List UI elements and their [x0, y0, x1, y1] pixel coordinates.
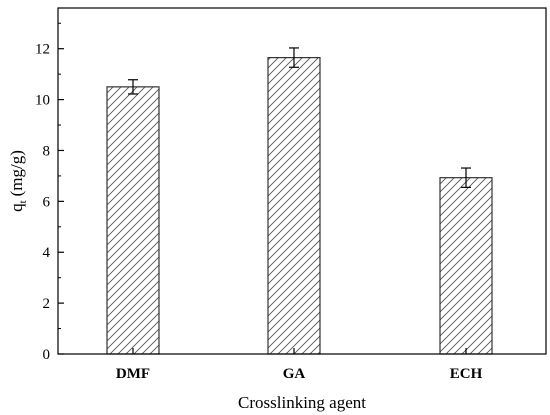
x-axis-title: Crosslinking agent	[238, 393, 366, 412]
x-tick-label-ech: ECH	[450, 366, 483, 382]
plot-frame	[57, 7, 547, 355]
bar-ech	[439, 177, 493, 355]
bar-ga	[267, 57, 321, 355]
x-ticks-group: DMF GA ECH	[116, 348, 483, 382]
y-axis-title-subscript: t	[17, 200, 29, 203]
y-axis-title-main: q	[7, 203, 26, 212]
y-tick-label-5: 10	[35, 93, 50, 109]
y-tick-label-1: 2	[43, 296, 51, 312]
bars-group	[106, 57, 493, 355]
y-tick-label-4: 8	[43, 143, 51, 159]
y-ticks-group: 0 2 4 6 8 10 12	[35, 22, 64, 363]
bar-dmf	[106, 86, 160, 355]
y-tick-label-0: 0	[43, 347, 51, 363]
error-bars-group	[128, 47, 471, 188]
y-tick-label-2: 4	[43, 245, 51, 261]
y-tick-label-6: 12	[35, 42, 50, 58]
y-tick-label-3: 6	[43, 194, 51, 210]
x-tick-label-ga: GA	[283, 366, 306, 382]
y-axis-title: qt (mg/g)	[7, 150, 29, 212]
x-tick-label-dmf: DMF	[116, 366, 150, 382]
y-axis-title-unit: (mg/g)	[7, 150, 26, 196]
